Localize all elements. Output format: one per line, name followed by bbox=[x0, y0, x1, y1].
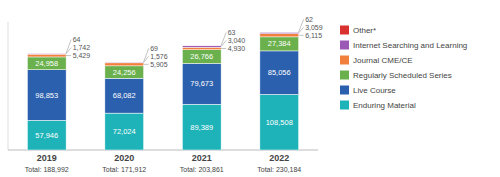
data-label: 72,024 bbox=[113, 127, 136, 136]
data-label: 24,256 bbox=[113, 68, 136, 77]
bar-segment bbox=[182, 63, 221, 104]
legend-swatch bbox=[340, 101, 349, 110]
bar-segment bbox=[182, 46, 221, 48]
leader-line bbox=[66, 55, 71, 56]
data-label: 5,429 bbox=[73, 52, 91, 59]
bar-segment bbox=[105, 63, 144, 66]
data-label: 85,056 bbox=[268, 68, 291, 77]
legend-swatch bbox=[340, 41, 349, 50]
data-label: 1,742 bbox=[73, 44, 91, 51]
bar-segment bbox=[260, 32, 299, 33]
bar-segment bbox=[260, 34, 299, 37]
data-label: 1,576 bbox=[150, 53, 168, 60]
bar-segment bbox=[260, 94, 299, 150]
data-label: 6,115 bbox=[305, 32, 322, 39]
data-label: 89,389 bbox=[190, 123, 213, 132]
leader-line bbox=[144, 64, 149, 65]
bar-segment bbox=[182, 45, 221, 46]
bar-segment bbox=[27, 54, 66, 57]
data-label: 5,905 bbox=[150, 61, 168, 68]
bar-segment bbox=[182, 50, 221, 64]
bar-segment bbox=[105, 66, 144, 78]
data-label: 3,040 bbox=[228, 37, 246, 44]
legend-swatch bbox=[340, 86, 349, 95]
data-label: 64 bbox=[73, 36, 81, 43]
data-label: 98,853 bbox=[35, 91, 58, 100]
x-tick-label: 2020 bbox=[114, 153, 134, 163]
bars bbox=[27, 32, 298, 150]
data-label: 26,766 bbox=[190, 52, 213, 61]
bar-segment bbox=[260, 32, 299, 34]
x-tick-label: 2021 bbox=[192, 153, 212, 163]
leader-line bbox=[221, 48, 226, 49]
leader-line bbox=[299, 19, 304, 32]
x-tick-label: 2022 bbox=[269, 153, 289, 163]
legend-label: Regularly Scheduled Series bbox=[353, 71, 452, 80]
data-label: 69 bbox=[150, 45, 158, 52]
data-label: 24,958 bbox=[35, 59, 58, 68]
data-label: 27,384 bbox=[268, 39, 291, 48]
leader-line bbox=[144, 48, 149, 62]
leader-line bbox=[299, 35, 304, 36]
bar-segment bbox=[105, 61, 144, 62]
bar-segment bbox=[27, 120, 66, 150]
data-label: 108,508 bbox=[266, 118, 293, 127]
total-annotation: Total: 230,184 bbox=[257, 166, 301, 173]
data-label: 3,059 bbox=[305, 24, 323, 31]
bar-segment bbox=[182, 104, 221, 150]
data-label: 4,930 bbox=[228, 45, 246, 52]
data-label: 57,946 bbox=[35, 131, 58, 140]
legend-label: Internet Searching and Learning bbox=[353, 41, 467, 50]
labels: 57,946 98,853 24,958 5,4291,74264 72,024 68,0… bbox=[35, 16, 322, 140]
total-annotation: Total: 203,861 bbox=[180, 166, 224, 173]
leader-line bbox=[221, 32, 226, 45]
total-annotation: Total: 188,992 bbox=[25, 166, 69, 173]
legend-label: Journal CME/CE bbox=[353, 56, 413, 65]
data-label: 63 bbox=[228, 29, 236, 36]
bar-segment bbox=[27, 53, 66, 54]
legend-swatch bbox=[340, 26, 349, 35]
legend-swatch bbox=[340, 56, 349, 65]
bar-segment bbox=[105, 113, 144, 150]
legend-label: Other* bbox=[353, 26, 376, 35]
x-tick-label: 2019 bbox=[37, 153, 57, 163]
bar-segment bbox=[105, 78, 144, 113]
data-label: 68,082 bbox=[113, 91, 136, 100]
bar-segment bbox=[105, 62, 144, 64]
legend-label: Live Course bbox=[353, 86, 396, 95]
leader-line bbox=[66, 40, 71, 54]
bar-segment bbox=[260, 37, 299, 51]
legend: Other* Internet Searching and Learning Jou… bbox=[340, 26, 467, 110]
data-label: 79,673 bbox=[190, 79, 213, 88]
chart: 57,946 98,853 24,958 5,4291,74264 72,024 68,0… bbox=[0, 0, 500, 177]
total-annotation: Total: 171,912 bbox=[102, 166, 146, 173]
data-label: 62 bbox=[305, 16, 313, 23]
y-axis-line bbox=[8, 22, 9, 150]
bar-segment bbox=[27, 70, 66, 121]
bar-segment bbox=[27, 57, 66, 70]
bar-segment bbox=[260, 51, 299, 95]
bar-segment bbox=[27, 53, 66, 55]
legend-label: Enduring Material bbox=[353, 101, 416, 110]
bar-segment bbox=[182, 47, 221, 50]
legend-swatch bbox=[340, 71, 349, 80]
